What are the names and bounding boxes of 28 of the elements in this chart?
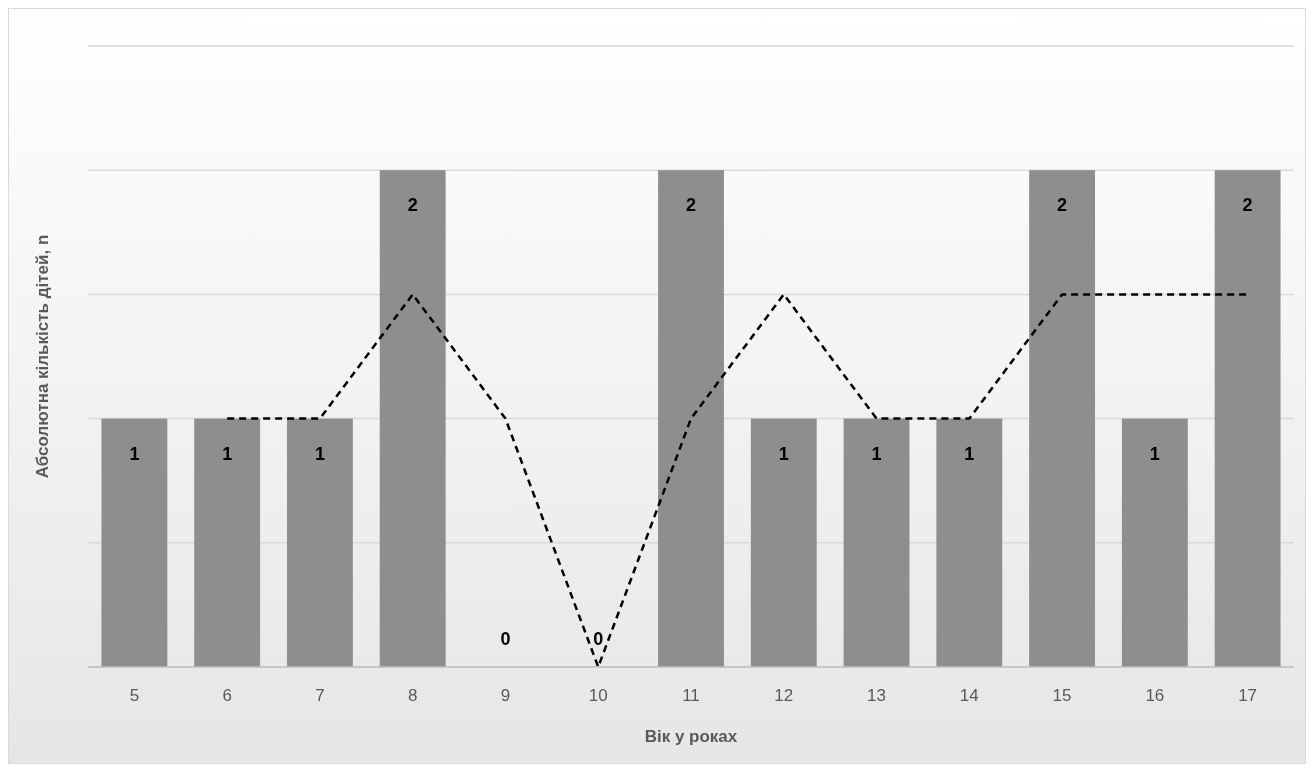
y-axis-title: Абсолютна кількість дітей, n [33,234,52,479]
x-tick-label: 16 [1145,686,1165,705]
x-tick-label: 15 [1052,686,1072,705]
data-label: 1 [314,443,325,464]
data-label: 1 [964,443,975,464]
data-label: 2 [685,195,697,216]
data-label: 2 [1242,195,1253,216]
x-tick-label: 5 [129,686,140,705]
x-tick-label: 14 [959,686,979,705]
x-tick-label: 13 [867,686,886,705]
x-tick-label: 12 [774,686,794,705]
x-tick-label: 10 [588,686,608,705]
x-tick-label: 6 [222,686,232,705]
x-tick-label: 17 [1238,686,1258,705]
data-label: 0 [500,629,511,649]
data-label: 1 [871,443,882,464]
x-tick-label: 7 [315,686,325,705]
data-label: 1 [129,443,140,464]
x-tick-label: 11 [682,686,700,705]
data-label: 2 [1057,195,1068,216]
data-label: 1 [778,443,789,464]
data-label: 0 [593,629,604,649]
x-tick-label: 9 [500,686,511,705]
data-label: 2 [407,195,418,216]
x-tick-label: 8 [407,686,418,705]
data-label: 1 [222,443,233,464]
x-axis-title: Вік у роках [644,727,738,746]
data-label: 1 [1149,443,1160,464]
